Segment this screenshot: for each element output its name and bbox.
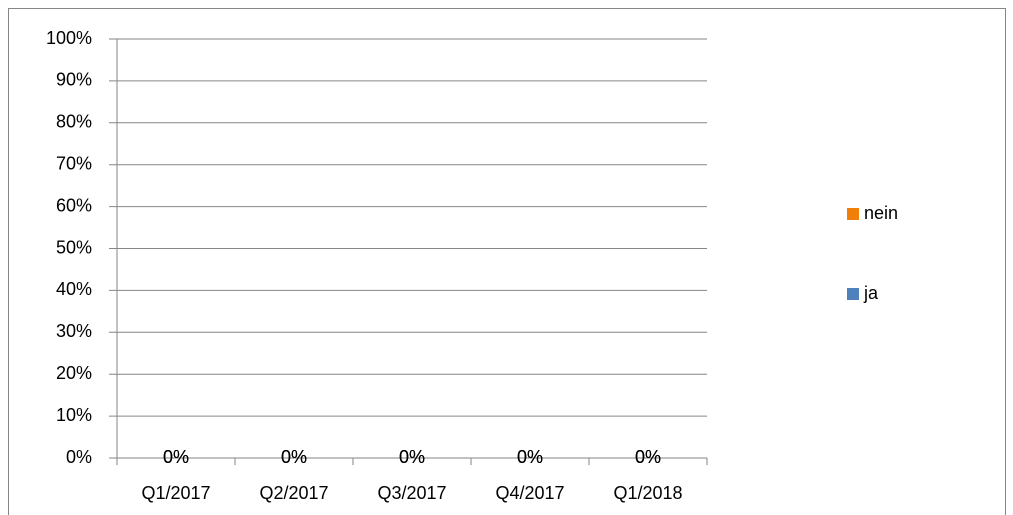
y-tick-label: 40%: [56, 279, 92, 299]
y-tick-label: 60%: [56, 195, 92, 215]
data-label: 0%: [635, 447, 661, 467]
legend-label: nein: [864, 203, 898, 223]
data-label: 0%: [517, 447, 543, 467]
legend-swatch: [847, 288, 859, 300]
y-tick-label: 100%: [46, 28, 92, 48]
x-tick-label: Q1/2018: [613, 483, 682, 503]
data-label: 0%: [399, 447, 425, 467]
data-label: 0%: [635, 447, 661, 467]
data-label: 0%: [517, 447, 543, 467]
data-label: 0%: [281, 447, 307, 467]
legend-swatch: [847, 208, 859, 220]
y-tick-label: 90%: [56, 70, 92, 90]
data-label: 0%: [163, 447, 189, 467]
data-label: 0%: [281, 447, 307, 467]
y-tick-label: 20%: [56, 363, 92, 383]
x-tick-label: Q1/2017: [141, 483, 210, 503]
y-tick-label: 10%: [56, 405, 92, 425]
legend-label: ja: [863, 283, 879, 303]
y-tick-label: 80%: [56, 112, 92, 132]
x-tick-label: Q2/2017: [259, 483, 328, 503]
y-tick-label: 70%: [56, 153, 92, 173]
data-label: 0%: [163, 447, 189, 467]
x-tick-label: Q3/2017: [377, 483, 446, 503]
y-tick-label: 0%: [66, 447, 92, 467]
chart-border: [8, 8, 1006, 515]
y-tick-label: 50%: [56, 237, 92, 257]
data-label: 0%: [399, 447, 425, 467]
x-tick-label: Q4/2017: [495, 483, 564, 503]
y-tick-label: 30%: [56, 321, 92, 341]
